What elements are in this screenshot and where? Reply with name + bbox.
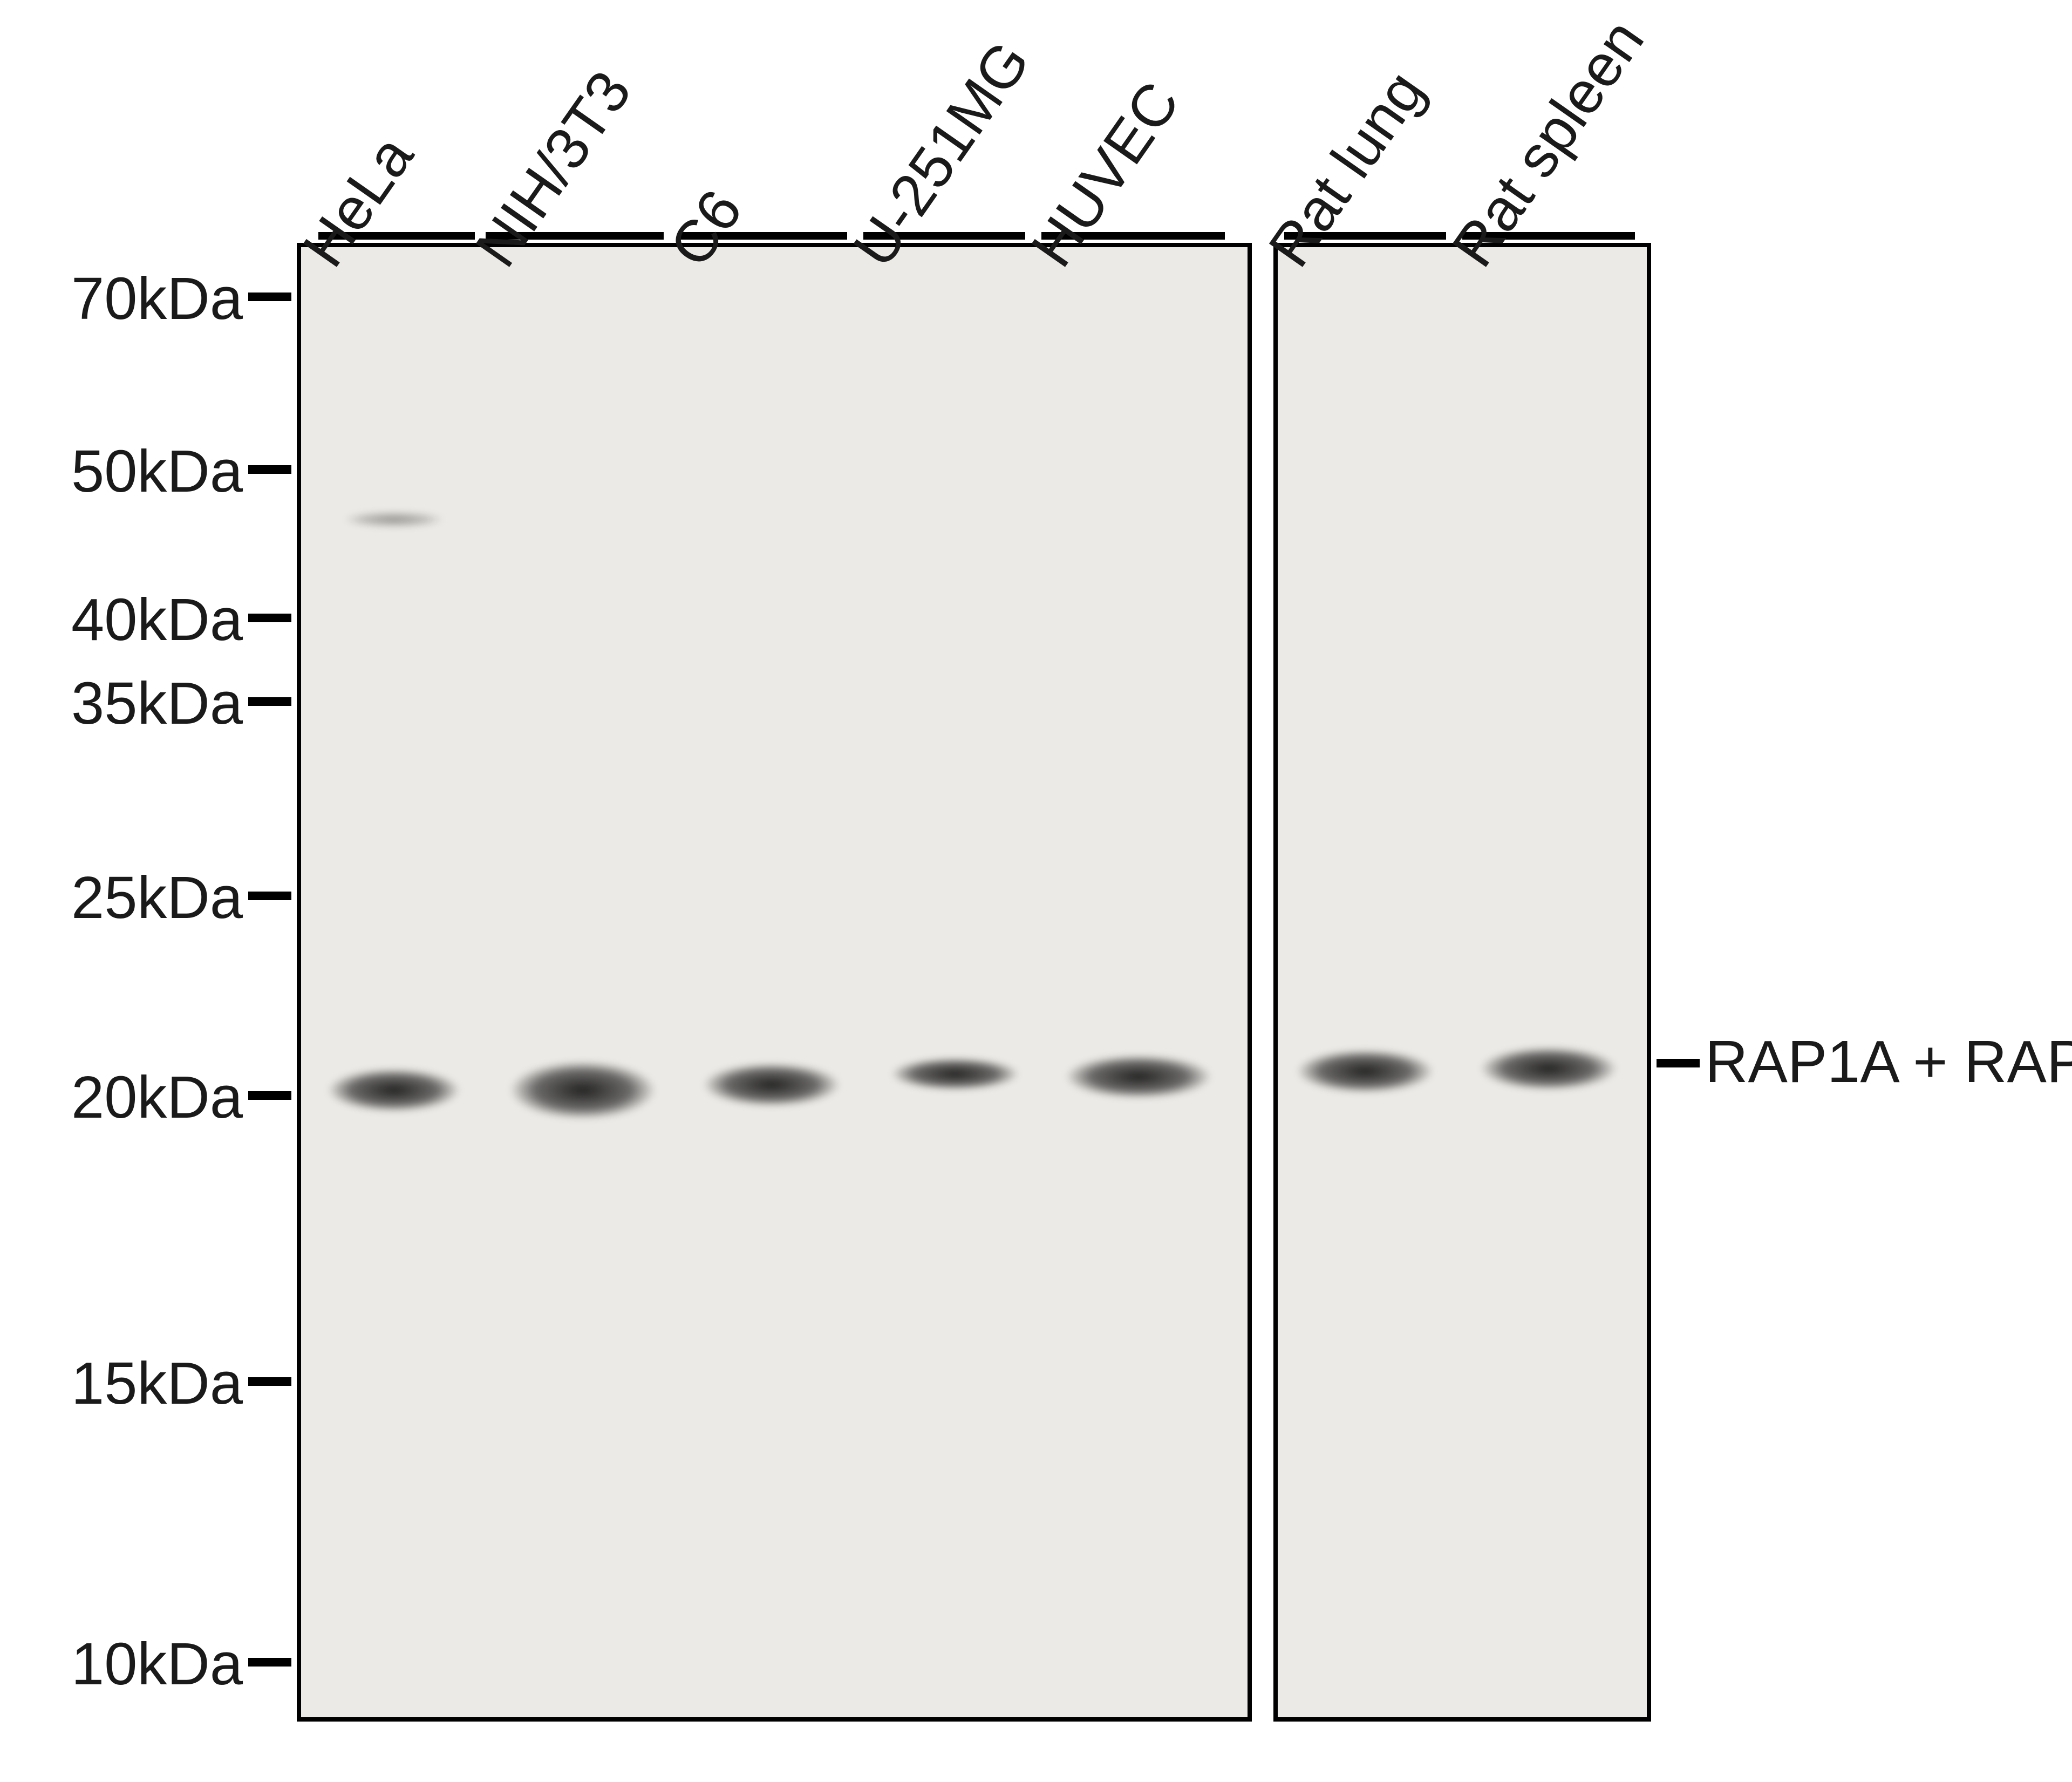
mw-marker-label: 50kDa bbox=[32, 437, 243, 506]
protein-band bbox=[1284, 1039, 1446, 1104]
mw-marker-tick bbox=[248, 697, 291, 706]
protein-band bbox=[1468, 1036, 1630, 1101]
protein-band bbox=[496, 1047, 669, 1133]
mw-marker-label: 25kDa bbox=[32, 863, 243, 932]
protein-band bbox=[880, 1050, 1031, 1098]
target-band-label: RAP1A + RAP1B bbox=[1705, 1028, 2072, 1096]
mw-marker-tick bbox=[248, 892, 291, 900]
mw-marker-label: 15kDa bbox=[32, 1349, 243, 1418]
blot-panel-2 bbox=[1273, 243, 1651, 1722]
mw-marker-label: 40kDa bbox=[32, 586, 243, 654]
mw-marker-tick bbox=[248, 614, 291, 622]
protein-band bbox=[691, 1052, 853, 1117]
western-blot-figure: HeLaNIH/3T3C6U-251MGHUVECRat lungRat spl… bbox=[0, 0, 2072, 1782]
mw-marker-tick bbox=[248, 293, 291, 301]
lane-label: U-251MG bbox=[840, 29, 1044, 279]
mw-marker-tick bbox=[248, 465, 291, 474]
mw-marker-label: 10kDa bbox=[32, 1630, 243, 1698]
mw-marker-tick bbox=[248, 1658, 291, 1667]
mw-marker-label: 35kDa bbox=[32, 669, 243, 738]
blot-panel-1 bbox=[297, 243, 1252, 1722]
mw-marker-tick bbox=[248, 1091, 291, 1100]
target-band-tick bbox=[1657, 1059, 1700, 1067]
nonspecific-band bbox=[335, 507, 453, 532]
protein-band bbox=[316, 1058, 472, 1123]
mw-marker-label: 70kDa bbox=[32, 264, 243, 333]
mw-marker-label: 20kDa bbox=[32, 1063, 243, 1132]
mw-marker-tick bbox=[248, 1377, 291, 1386]
protein-band bbox=[1052, 1044, 1225, 1109]
